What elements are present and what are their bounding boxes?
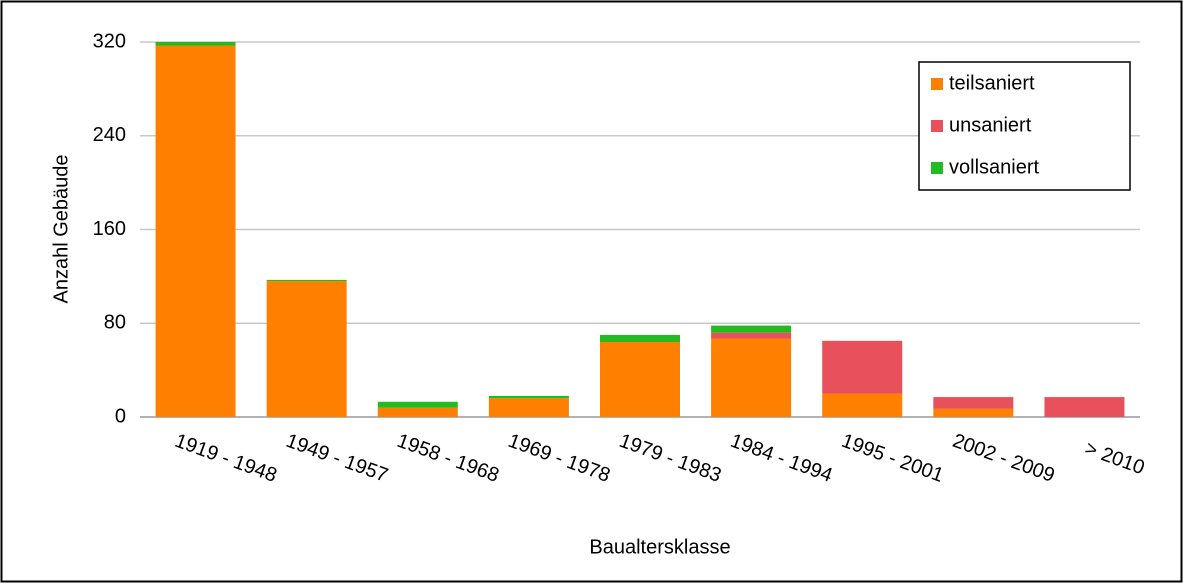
x-axis-label: Baualtersklasse — [589, 536, 730, 558]
legend-label: unsaniert — [949, 114, 1032, 136]
bar-segment — [711, 338, 792, 417]
bar-segment — [488, 395, 569, 399]
bar-segment — [377, 407, 458, 417]
bar-segment — [1044, 397, 1125, 417]
y-tick-label: 0 — [115, 405, 126, 427]
y-axis-label: Anzahl Gebäude — [50, 154, 72, 303]
bar-segment — [600, 342, 680, 417]
bar-segment — [711, 325, 792, 333]
y-tick-label: 160 — [93, 218, 126, 240]
legend-swatch — [931, 162, 943, 174]
y-tick-label: 80 — [104, 312, 126, 334]
legend-swatch — [931, 78, 943, 90]
bar-segment — [155, 45, 236, 417]
y-tick-label: 240 — [93, 124, 126, 146]
legend-swatch — [931, 120, 943, 132]
bar-segment — [155, 42, 236, 46]
bar-segment — [266, 279, 347, 282]
legend-label: vollsaniert — [949, 156, 1039, 178]
bar-segment — [600, 334, 680, 342]
bar-segment — [488, 398, 569, 417]
bar-segment — [822, 393, 903, 417]
bar-segment — [377, 401, 458, 408]
bar-segment — [266, 281, 347, 417]
bar-segment — [933, 408, 1014, 417]
legend-label: teilsaniert — [949, 72, 1035, 94]
bar-segment — [822, 340, 903, 394]
bar-segment — [711, 332, 792, 339]
bar-segment — [933, 397, 1014, 409]
y-tick-label: 320 — [93, 30, 126, 52]
legend-box — [918, 61, 1131, 191]
